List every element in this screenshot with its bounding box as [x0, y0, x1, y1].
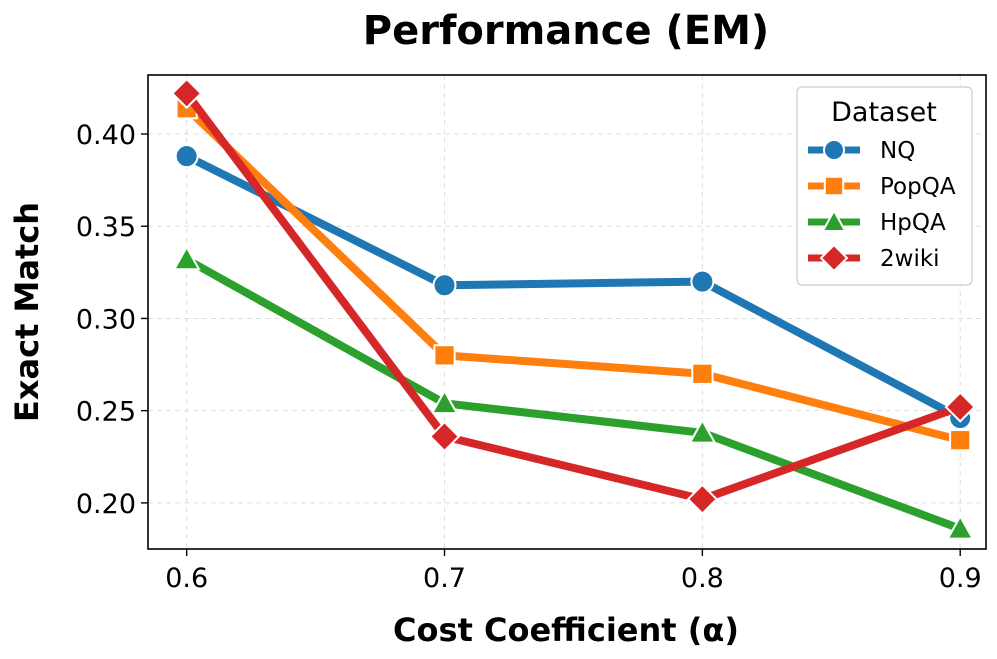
data-point-2wiki: [170, 77, 203, 110]
y-tick-label: 0.40: [76, 120, 136, 151]
legend-marker-nq: [823, 139, 845, 161]
x-tick-label: 0.8: [681, 563, 724, 594]
legend-label-2wiki: 2wiki: [880, 246, 940, 272]
data-point-hpqa: [172, 245, 201, 271]
data-point-2wiki: [428, 420, 461, 453]
x-tick-label: 0.7: [423, 563, 466, 594]
series-line-nq: [182, 152, 965, 423]
legend-title: Dataset: [831, 97, 937, 128]
legend: Dataset NQ PopQA HpQA 2wiki: [796, 86, 973, 286]
y-tick-label: 0.30: [76, 304, 136, 335]
data-point-2wiki: [686, 483, 719, 515]
data-point-nq: [174, 144, 199, 169]
axis-ticks: 0.6 0.7 0.8 0.9 0.20 0.25 0.30 0.35 0.40: [76, 120, 982, 594]
legend-marker-2wiki: [819, 243, 849, 273]
series-line-2wiki: [182, 89, 965, 504]
data-point-2wiki: [944, 391, 976, 423]
y-tick-label: 0.35: [76, 212, 136, 243]
y-tick-label: 0.20: [76, 489, 136, 520]
data-point-nq: [432, 273, 457, 298]
data-point-popqa: [691, 362, 714, 385]
chart-title: Performance (EM): [363, 8, 769, 54]
x-axis-label: Cost Coefficient (α): [393, 611, 739, 649]
y-axis-label: Exact Match: [8, 202, 46, 422]
grid-lines: [148, 75, 986, 549]
series-line-hpqa: [182, 255, 965, 533]
data-point-hpqa: [688, 418, 717, 444]
legend-marker-hpqa: [821, 208, 847, 232]
series-line-popqa: [182, 104, 965, 445]
legend-label-nq: NQ: [880, 138, 915, 164]
series-layer: [170, 77, 976, 540]
data-point-hpqa: [946, 514, 975, 540]
x-tick-label: 0.9: [939, 563, 982, 594]
legend-label-hpqa: HpQA: [880, 210, 946, 236]
data-point-popqa: [949, 429, 972, 452]
data-point-hpqa: [430, 388, 459, 415]
legend-box: [796, 86, 973, 286]
y-tick-label: 0.25: [76, 397, 136, 428]
data-point-popqa: [433, 344, 456, 367]
x-tick-label: 0.6: [165, 563, 208, 594]
legend-label-popqa: PopQA: [880, 174, 956, 200]
data-point-nq: [690, 269, 715, 294]
plot-frame: [147, 74, 987, 550]
legend-marker-popqa: [823, 175, 845, 197]
